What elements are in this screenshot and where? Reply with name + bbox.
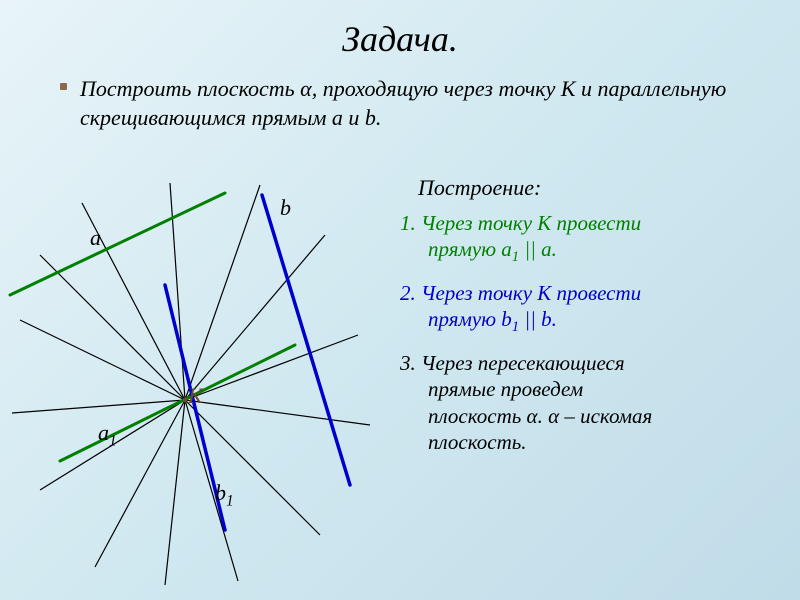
step1-rest: || a. xyxy=(519,237,557,261)
label-K: К xyxy=(188,383,203,409)
step-2: 2. Через точку К провести прямую b1 || b… xyxy=(400,280,770,337)
step3-num: 3. xyxy=(400,351,416,375)
step-3: 3. Через пересекающиеся прямые проведем … xyxy=(400,350,770,455)
step1-l1: Через точку К провести xyxy=(421,211,641,235)
step3-l3: плоскость α. α – искомая xyxy=(400,404,652,428)
step3-l1: Через пересекающиеся xyxy=(421,351,625,375)
step1-sub: 1 xyxy=(512,249,519,265)
problem-text: Построить плоскость α, проходящую через … xyxy=(80,75,770,132)
label-a: a xyxy=(90,225,101,251)
step3-l4: плоскость. xyxy=(400,430,527,454)
step3-l2: прямые проведем xyxy=(400,377,583,401)
label-b: b xyxy=(280,195,291,221)
step2-l1: Через точку К провести xyxy=(421,281,641,305)
label-b1: b1 xyxy=(215,480,234,510)
step2-sub: 1 xyxy=(512,319,519,335)
problem-statement: Построить плоскость α, проходящую через … xyxy=(40,75,770,132)
page-title: Задача. xyxy=(0,0,800,60)
step2-l2: прямую b xyxy=(428,307,512,331)
step1-l2: прямую a xyxy=(428,237,512,261)
step-1: 1. Через точку К провести прямую a1 || a… xyxy=(400,210,770,267)
bullet-icon xyxy=(60,83,67,90)
construction-heading: Построение: xyxy=(418,175,541,201)
step2-num: 2. xyxy=(400,281,416,305)
label-a1: a1 xyxy=(98,420,117,450)
geometry-diagram xyxy=(0,165,400,585)
step2-rest: || b. xyxy=(519,307,557,331)
step1-num: 1. xyxy=(400,211,416,235)
